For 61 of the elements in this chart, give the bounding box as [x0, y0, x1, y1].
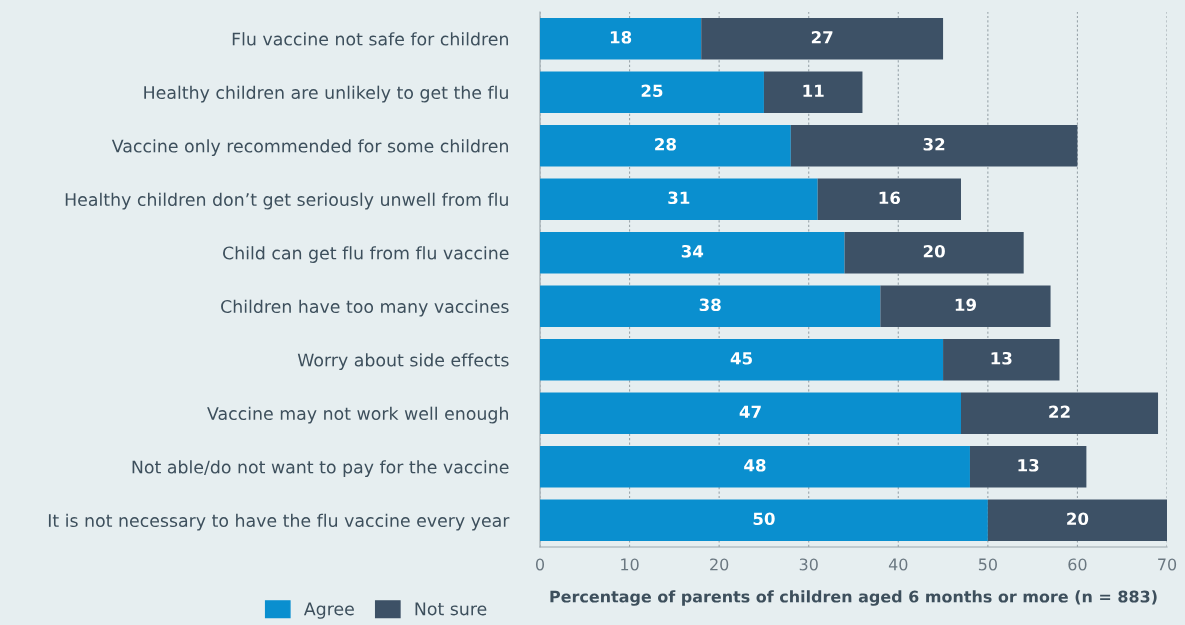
x-tick-label: 20: [710, 558, 729, 571]
x-tick-label: 60: [1068, 558, 1087, 571]
x-tick-label: 40: [888, 558, 908, 571]
data-label: 13: [991, 351, 1012, 365]
bar: [540, 392, 961, 435]
bar: [943, 338, 1060, 381]
bar: [540, 178, 818, 221]
data-label: 27: [811, 30, 833, 44]
bar: [540, 231, 845, 274]
bar: [540, 71, 764, 114]
data-label: 45: [730, 352, 752, 365]
data-label: 48: [744, 458, 766, 472]
bar: [540, 338, 944, 381]
x-tick-label: 10: [621, 558, 639, 571]
data-label: 19: [955, 298, 976, 312]
bar: [540, 17, 702, 60]
bar: [540, 285, 881, 328]
bar: [880, 285, 1051, 328]
data-label: 18: [610, 30, 632, 44]
data-label: 20: [923, 244, 945, 258]
bar: [763, 71, 863, 114]
bar: [701, 17, 944, 60]
data-label: 13: [1018, 458, 1039, 472]
data-label: 20: [1067, 512, 1089, 526]
data-label: 22: [1049, 405, 1070, 418]
bar: [969, 445, 1087, 488]
data-label: 25: [641, 84, 663, 98]
data-label: 11: [803, 84, 824, 97]
bar: [817, 178, 961, 221]
y-tick-label: Children have too many vaccines: [221, 299, 509, 317]
y-tick-label: Healthy children are unlikely to get the flu: [144, 85, 508, 103]
data-label: 16: [879, 191, 901, 205]
x-tick-label: 0: [535, 558, 545, 571]
y-tick-label: Flu vaccine not safe for children: [232, 32, 508, 46]
y-tick-label: Healthy children don’t get seriously unwell from flu: [65, 192, 508, 210]
x-tick-label: 70: [1158, 558, 1177, 571]
x-tick-label: 30: [799, 558, 818, 571]
data-label: 47: [739, 405, 761, 418]
data-label: 38: [699, 298, 721, 312]
data-label: 34: [681, 244, 704, 258]
y-tick-label: Not able/do not want to pay for the vaccine: [132, 460, 509, 477]
bar: [540, 499, 988, 542]
bar: [844, 231, 1024, 274]
y-tick-label: Worry about side effects: [297, 353, 509, 370]
x-axis-title: Percentage of parents of children aged 6 months or more (n = 883): [550, 590, 1157, 606]
y-tick-label: It is not necessary to have the flu vaccine every year: [48, 513, 510, 531]
bar: [540, 445, 970, 488]
data-label: 50: [753, 512, 775, 526]
y-tick-label: Vaccine only recommended for some children: [111, 139, 508, 156]
bar: [987, 499, 1167, 542]
bar: [540, 124, 791, 167]
data-label: 28: [655, 137, 676, 151]
x-tick-label: 50: [978, 558, 997, 571]
legend-label: Agree: [303, 602, 354, 619]
y-tick-label: Vaccine may not work well enough: [207, 406, 508, 424]
data-label: 31: [668, 191, 690, 205]
y-tick-label: Child can get flu from flu vaccine: [223, 246, 509, 263]
bar: [960, 392, 1159, 435]
legend-label: Not sure: [415, 602, 487, 616]
bar: [790, 124, 1078, 167]
data-label: 32: [923, 137, 945, 151]
